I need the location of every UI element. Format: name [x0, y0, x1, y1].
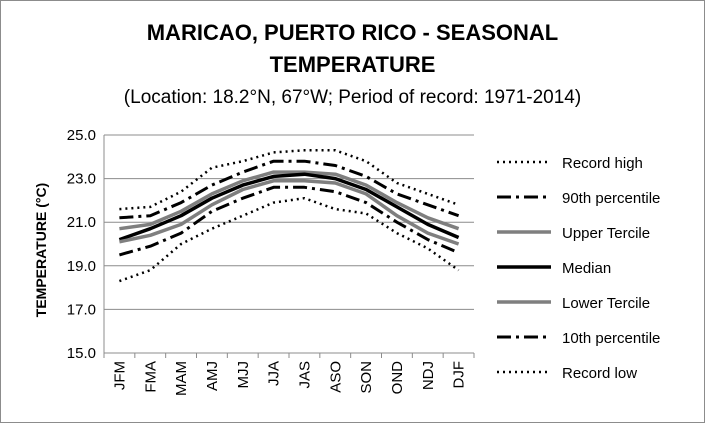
- x-tick-label: SON: [358, 361, 375, 394]
- x-tick-label: FMA: [142, 361, 159, 393]
- legend-label: Lower Tercile: [562, 295, 650, 312]
- y-tick-label: 23.0: [67, 171, 96, 188]
- series-lines: [118, 149, 460, 283]
- legend-label: Upper Tercile: [562, 225, 650, 242]
- series-line-lower-tercile: [119, 179, 460, 246]
- legend-label: Median: [562, 260, 611, 277]
- x-tick-label: JJA: [266, 361, 283, 386]
- legend-label: Record low: [562, 365, 637, 382]
- y-tick-label: 25.0: [67, 127, 96, 144]
- series-line-median: [118, 172, 460, 242]
- y-tick-label: 19.0: [67, 258, 96, 275]
- y-tick-label: 21.0: [67, 214, 96, 231]
- legend: Record high 90th percentile Upper Tercile M…: [497, 155, 660, 382]
- chart-title-line-2: TEMPERATURE: [269, 52, 436, 77]
- x-tick-label: AMJ: [204, 361, 221, 391]
- x-tick-label: MJJ: [235, 361, 252, 389]
- y-axis-title: TEMPERATURE (°C): [33, 183, 49, 317]
- legend-label: 90th percentile: [562, 190, 660, 207]
- x-tick-label: NDJ: [420, 361, 437, 390]
- legend-label: Record high: [562, 155, 643, 172]
- chart-subtitle: (Location: 18.2°N, 67°W; Period of recor…: [123, 87, 582, 108]
- y-tick-label: 15.0: [67, 345, 96, 362]
- axes: 15.0 17.0 19.0 21.0 23.0 25.0 JFM FMA MAM AMJ MJJ J…: [33, 127, 475, 396]
- series-line-10th-percentile: [118, 185, 460, 257]
- x-tick-label: MAM: [173, 361, 190, 396]
- x-tick-label: JFM: [111, 361, 128, 390]
- chart-title-line-1: MARICAO, PUERTO RICO - SEASONAL: [146, 20, 559, 45]
- series-line-90th-percentile: [119, 159, 460, 220]
- series-line-record-low: [118, 196, 460, 283]
- legend-label: 10th percentile: [562, 330, 660, 347]
- x-tick-label: JAS: [296, 361, 313, 389]
- y-tick-label: 17.0: [67, 301, 96, 318]
- series-line-upper-tercile: [119, 170, 460, 231]
- x-tick-label: OND: [389, 361, 406, 395]
- x-tick-label: ASO: [327, 361, 344, 393]
- x-tick-label: DJF: [451, 361, 468, 389]
